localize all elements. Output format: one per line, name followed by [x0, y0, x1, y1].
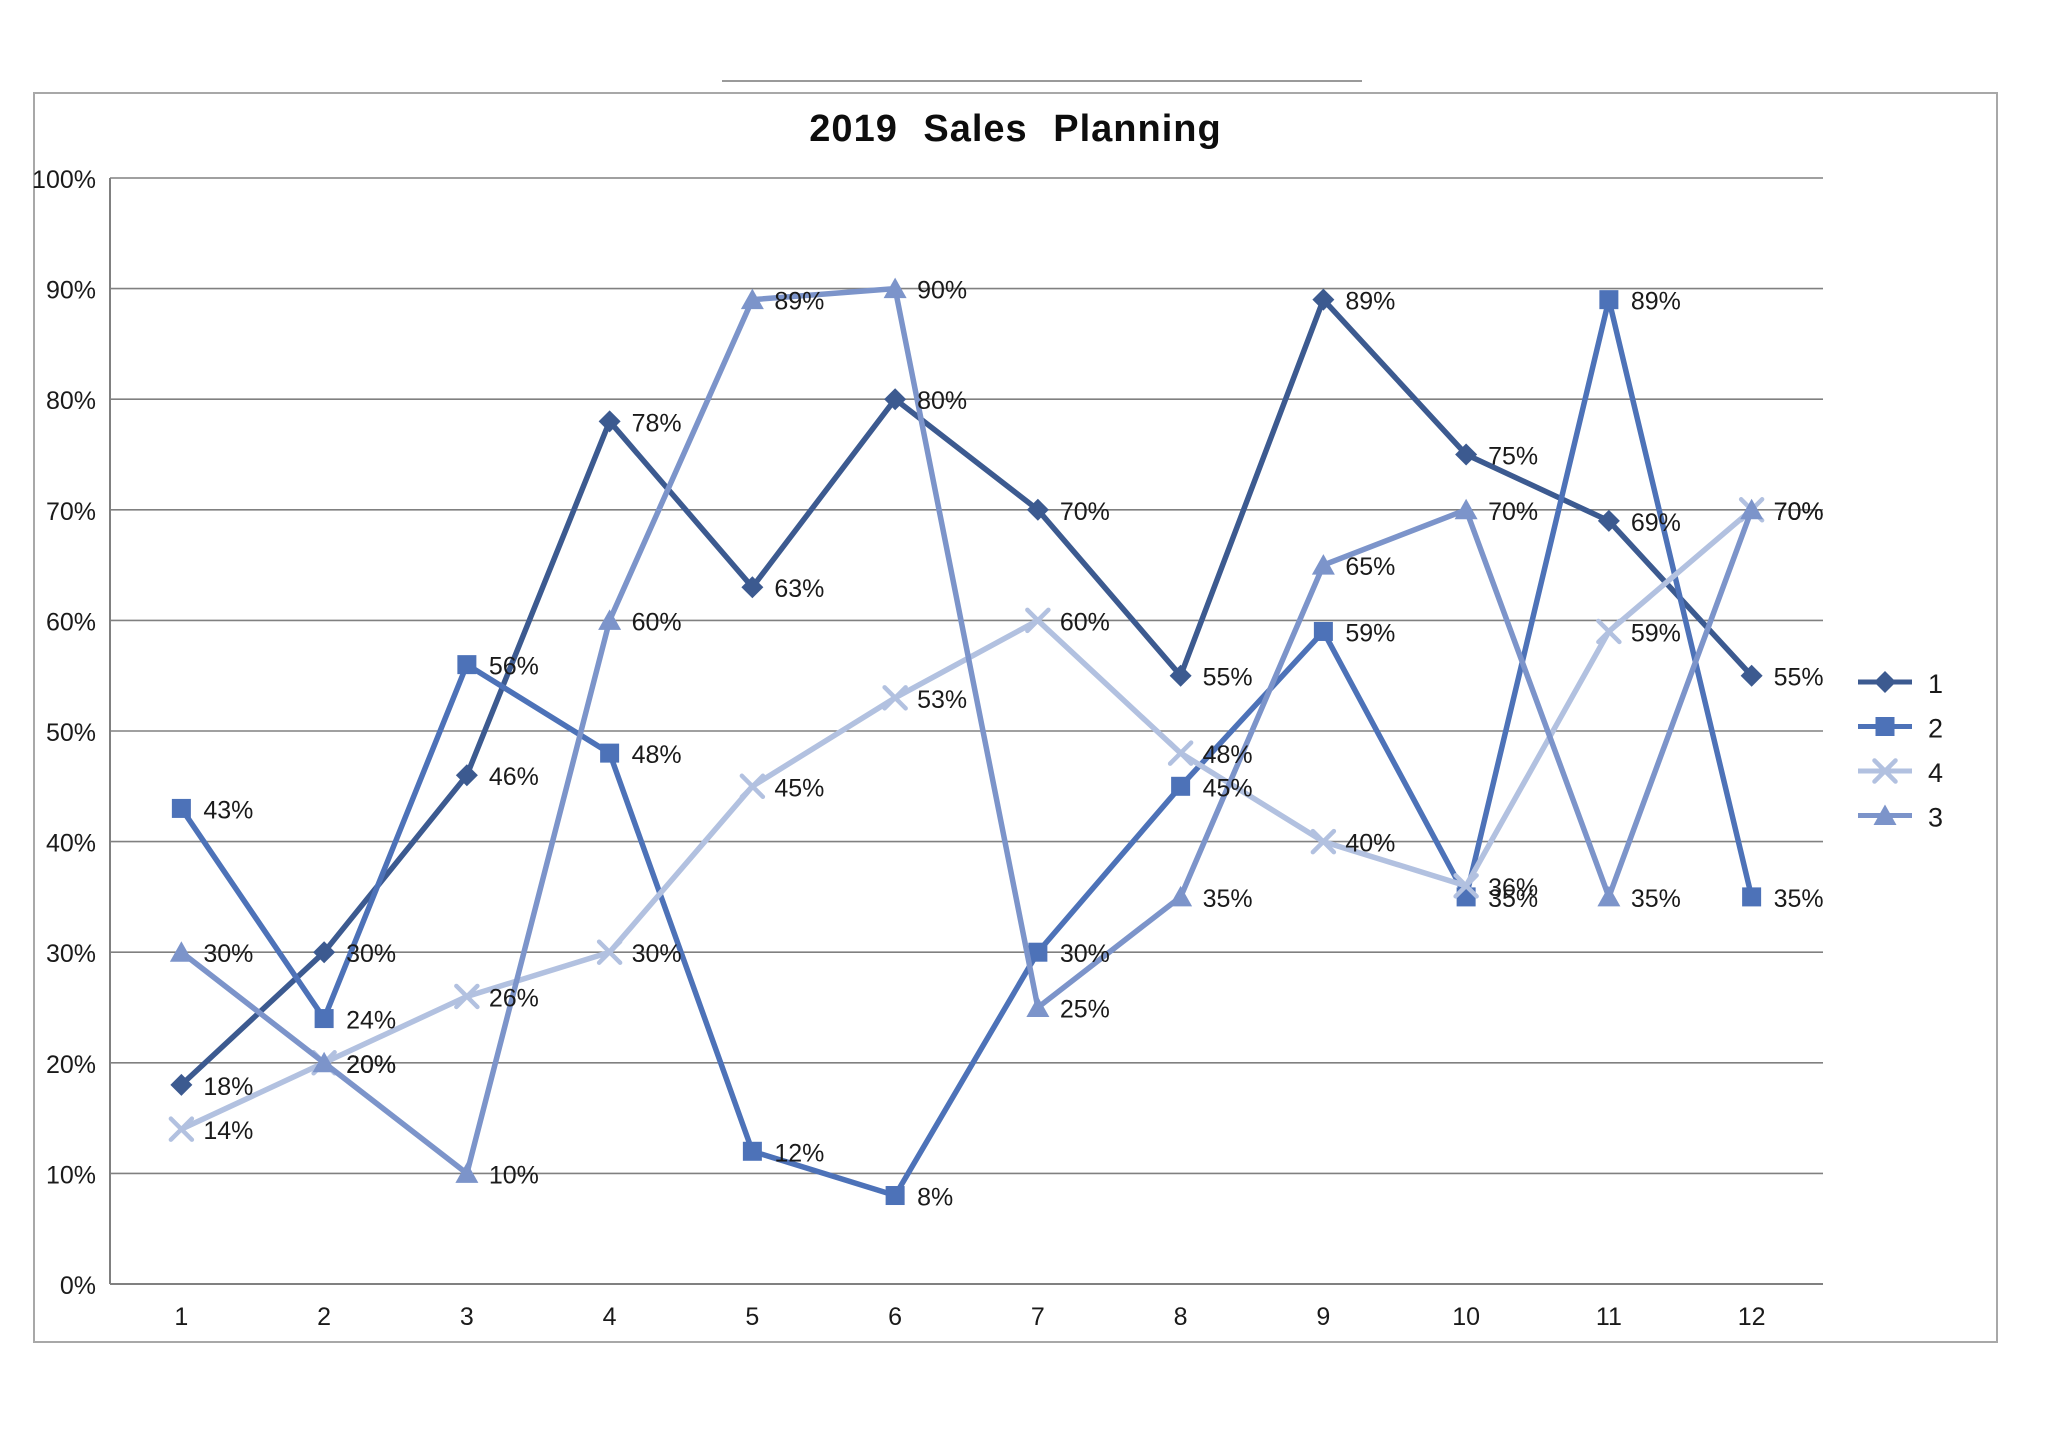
- series-2: [171, 290, 1762, 1206]
- x-tick-label: 10: [1452, 1303, 1480, 1331]
- x-tick-label: 9: [1316, 1303, 1330, 1331]
- data-label: 24%: [346, 1007, 396, 1035]
- data-label: 63%: [774, 575, 824, 603]
- x-tick-label: 1: [174, 1303, 188, 1331]
- data-label: 45%: [774, 774, 824, 802]
- data-label: 25%: [1060, 996, 1110, 1024]
- data-label: 26%: [489, 984, 539, 1012]
- legend-label: 2: [1928, 714, 1943, 744]
- y-tick-label: 100%: [32, 166, 96, 194]
- y-axis-tick-labels: 0% 10% 20% 30% 40% 50% 60% 70% 80% 90% 100%: [32, 166, 96, 1300]
- y-tick-label: 0%: [60, 1272, 96, 1300]
- data-label: 55%: [1203, 664, 1253, 692]
- data-label: 45%: [1203, 774, 1253, 802]
- data-label: 70%: [1774, 498, 1824, 526]
- data-label: 59%: [1345, 619, 1395, 647]
- axes: [109, 178, 1823, 1285]
- data-label: 89%: [1345, 288, 1395, 316]
- data-label: 56%: [489, 653, 539, 681]
- y-tick-label: 70%: [46, 498, 96, 526]
- series-4-line: [178, 507, 1755, 1132]
- data-label: 12%: [774, 1139, 824, 1167]
- y-tick-label: 90%: [46, 277, 96, 305]
- data-label: 43%: [203, 796, 253, 824]
- data-label: 30%: [203, 940, 253, 968]
- data-label: 35%: [1631, 885, 1681, 913]
- series-3: [169, 277, 1764, 1183]
- x-tick-label: 5: [745, 1303, 759, 1331]
- data-label: 35%: [1488, 885, 1538, 913]
- data-label: 40%: [1345, 830, 1395, 858]
- data-labels: 18% 30% 46% 78% 63% 80% 70% 55% 89% 75% 69% 55% 43% 2…: [203, 277, 1823, 1212]
- data-label: 59%: [1631, 619, 1681, 647]
- data-label: 69%: [1631, 509, 1681, 537]
- legend-label: 4: [1928, 758, 1943, 788]
- x-tick-label: 12: [1738, 1303, 1766, 1331]
- legend-label: 3: [1928, 803, 1943, 833]
- x-tick-label: 6: [888, 1303, 902, 1331]
- data-label: 70%: [1060, 498, 1110, 526]
- data-label: 78%: [632, 409, 682, 437]
- y-tick-label: 20%: [46, 1051, 96, 1079]
- y-tick-label: 80%: [46, 387, 96, 415]
- x-tick-label: 4: [603, 1303, 617, 1331]
- series-3-line: [178, 285, 1755, 1177]
- data-label: 80%: [917, 387, 967, 415]
- data-label: 70%: [1774, 498, 1824, 526]
- data-label: 60%: [1060, 608, 1110, 636]
- x-tick-label: 2: [317, 1303, 331, 1331]
- data-label: 14%: [203, 1117, 253, 1145]
- y-tick-label: 60%: [46, 608, 96, 636]
- chart-title: 2019 Sales Planning: [809, 108, 1222, 150]
- data-label: 46%: [489, 763, 539, 791]
- data-label: 89%: [1631, 288, 1681, 316]
- data-label: 35%: [1203, 885, 1253, 913]
- data-label: 20%: [346, 1051, 396, 1079]
- data-label: 53%: [917, 686, 967, 714]
- y-tick-label: 30%: [46, 940, 96, 968]
- data-label: 75%: [1488, 443, 1538, 471]
- data-label: 30%: [346, 940, 396, 968]
- legend-item-4: 4: [1858, 758, 1943, 788]
- legend-label: 1: [1928, 669, 1943, 699]
- legend: 1 2 4 3: [1858, 669, 1943, 833]
- legend-item-1: 1: [1858, 669, 1943, 699]
- series-2-line: [178, 296, 1755, 1199]
- series-1: [170, 288, 1763, 1096]
- data-label: 10%: [489, 1161, 539, 1189]
- x-tick-label: 8: [1174, 1303, 1188, 1331]
- legend-item-2: 2: [1858, 714, 1943, 744]
- data-label: 8%: [917, 1184, 953, 1212]
- data-label: 30%: [1060, 940, 1110, 968]
- series-1-line: [178, 296, 1755, 1088]
- data-label: 89%: [774, 288, 824, 316]
- data-label: 90%: [917, 277, 967, 305]
- series-4: [168, 497, 1765, 1142]
- data-label: 48%: [632, 741, 682, 769]
- data-label: 20%: [346, 1051, 396, 1079]
- data-label: 30%: [632, 940, 682, 968]
- x-axis-tick-labels: 1 2 3 4 5 6 7 8 9 10 11 12: [174, 1303, 1765, 1331]
- data-label: 36%: [1488, 874, 1538, 902]
- x-tick-label: 3: [460, 1303, 474, 1331]
- x-tick-label: 7: [1031, 1303, 1045, 1331]
- data-label: 65%: [1345, 553, 1395, 581]
- legend-item-3: 3: [1858, 803, 1943, 833]
- y-tick-label: 10%: [46, 1161, 96, 1189]
- data-label: 70%: [1488, 498, 1538, 526]
- y-tick-label: 50%: [46, 719, 96, 747]
- data-label: 60%: [632, 608, 682, 636]
- chart-frame: [33, 92, 1998, 1343]
- data-label: 55%: [1774, 664, 1824, 692]
- y-tick-label: 40%: [46, 830, 96, 858]
- top-divider-line: [722, 80, 1362, 82]
- x-tick-label: 11: [1596, 1303, 1622, 1331]
- data-label: 48%: [1203, 741, 1253, 769]
- data-label: 35%: [1774, 885, 1824, 913]
- data-label: 18%: [203, 1073, 253, 1101]
- gridlines: [110, 177, 1823, 1175]
